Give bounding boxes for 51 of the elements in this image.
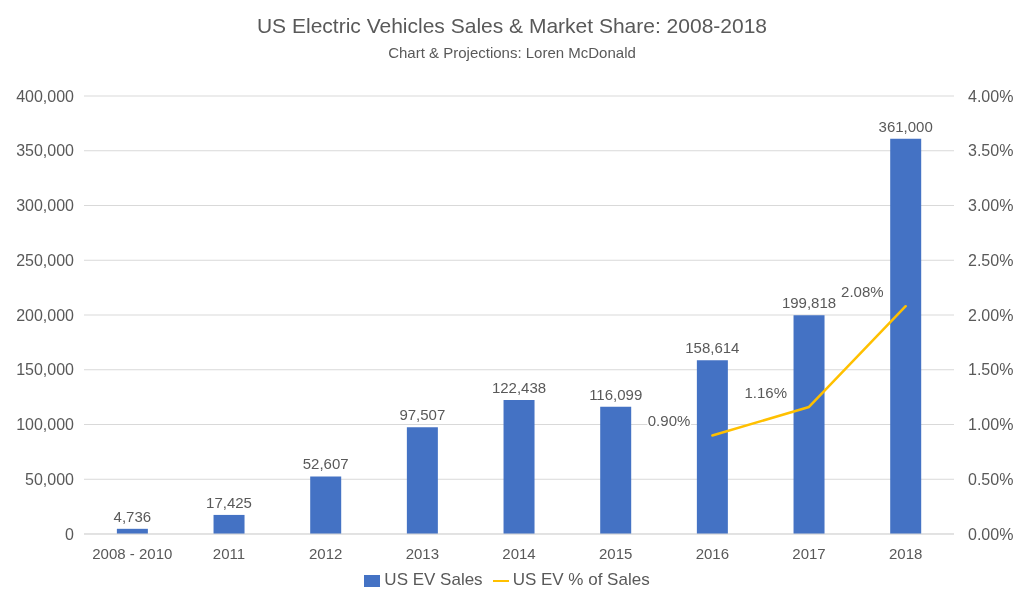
bar: [213, 514, 245, 534]
y2-tick-label: 3.50%: [968, 142, 1014, 160]
x-tick-label: 2014: [502, 544, 536, 562]
data-label: 2.08%: [841, 283, 884, 301]
y-tick-label: 250,000: [16, 251, 75, 269]
x-tick-label: 2012: [308, 544, 343, 562]
bar: [406, 427, 438, 534]
y2-tick-label: 4.00%: [968, 87, 1014, 105]
bar: [696, 360, 728, 534]
y-tick-label: 150,000: [16, 361, 75, 379]
data-label: 1.16%: [744, 383, 787, 401]
legend-label: US EV Sales: [384, 570, 483, 589]
x-tick-label: 2008 - 2010: [92, 544, 173, 562]
data-label: 199,818: [781, 294, 837, 312]
y-tick-label: 350,000: [16, 142, 75, 160]
y-tick-label: 200,000: [16, 306, 75, 324]
x-tick-label: 2011: [212, 544, 246, 562]
data-label: 97,507: [399, 406, 446, 424]
chart-subtitle: Chart & Projections: Loren McDonald: [387, 43, 637, 63]
data-label: 158,614: [685, 339, 740, 357]
bar: [600, 406, 632, 534]
bar: [310, 476, 342, 534]
data-label: 17,425: [206, 493, 252, 511]
bar: [503, 399, 535, 534]
data-label: 116,099: [589, 385, 643, 403]
y-tick-label: 50,000: [25, 470, 75, 488]
y2-tick-label: 2.00%: [968, 306, 1014, 324]
data-label: 4,736: [113, 507, 152, 525]
y-tick-label: 300,000: [16, 197, 75, 215]
bar: [793, 315, 825, 534]
y-tick-label: 100,000: [16, 416, 75, 434]
x-tick-label: 2015: [598, 544, 633, 562]
y2-tick-label: 1.50%: [968, 361, 1014, 379]
data-label: 52,607: [302, 455, 349, 473]
legend-label: US EV % of Sales: [512, 570, 650, 589]
x-tick-label: 2013: [405, 544, 440, 562]
x-tick-label: 2017: [792, 544, 826, 562]
y2-tick-label: 1.00%: [968, 416, 1014, 434]
chart-title: US Electric Vehicles Sales & Market Share: 2008-2018: [255, 13, 769, 39]
y-tick-label: 0: [65, 525, 75, 543]
bar: [890, 138, 922, 534]
x-tick-label: 2018: [888, 544, 923, 562]
y2-tick-label: 0.00%: [968, 525, 1014, 543]
data-label: 122,438: [491, 378, 547, 396]
y-tick-label: 400,000: [16, 87, 75, 105]
data-label: 361,000: [878, 117, 933, 135]
data-label: 0.90%: [647, 412, 691, 430]
y2-tick-label: 0.50%: [968, 470, 1014, 488]
x-tick-label: 2016: [695, 544, 730, 562]
y2-tick-label: 2.50%: [968, 251, 1014, 269]
y2-tick-label: 3.00%: [968, 197, 1014, 215]
